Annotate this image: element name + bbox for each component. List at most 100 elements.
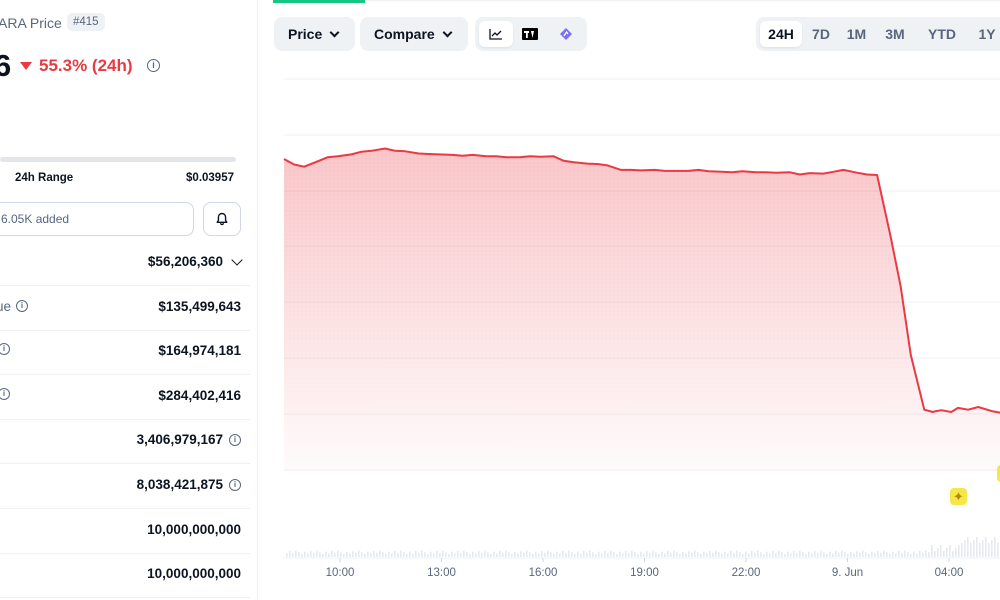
volume-bar: [973, 540, 975, 557]
volume-bar: [586, 552, 588, 557]
volume-bar: [730, 551, 732, 557]
stat-row: 8,038,421,875 i: [0, 464, 250, 509]
stat-value-text: $164,974,181: [158, 343, 241, 359]
volume-bar: [850, 551, 852, 557]
volume-bar: [814, 551, 816, 557]
volume-bar: [307, 553, 309, 557]
info-icon[interactable]: i: [147, 59, 160, 72]
volume-bar: [808, 551, 810, 557]
tradingview-button[interactable]: [515, 21, 545, 47]
stat-row[interactable]: $56,206,360: [0, 241, 250, 286]
volume-bar: [604, 551, 606, 557]
stat-value-text: $284,402,416: [158, 387, 241, 403]
event-marker[interactable]: [997, 465, 1000, 482]
volume-bar: [631, 550, 633, 557]
price-chart[interactable]: 10:00 13:00 16:00 19:00 22:00 9. Jun 04:00: [259, 0, 1000, 600]
volume-bar: [739, 552, 741, 557]
volume-bar: [628, 552, 630, 557]
info-icon[interactable]: i: [229, 433, 241, 446]
volume-bar: [457, 551, 459, 557]
volume-bar: [715, 550, 717, 557]
volume-bar: [373, 551, 375, 557]
price-dropdown[interactable]: Price: [274, 17, 355, 51]
volume-bar: [349, 553, 351, 557]
volume-bar: [889, 554, 891, 557]
volume-bar: [538, 553, 540, 557]
volume-bar: [940, 545, 942, 557]
candlestick-logo-icon: [560, 28, 572, 40]
range-button-24h[interactable]: 24H: [760, 21, 802, 47]
volume-bar: [454, 553, 456, 557]
x-tick-label: 16:00: [529, 567, 558, 579]
watchlist-added-count: 6.05K added: [1, 212, 70, 226]
volume-bar: [736, 550, 738, 557]
volume-bar: [913, 551, 915, 557]
price-line: [283, 147, 1000, 414]
volume-bar: [520, 551, 522, 557]
watchlist-button[interactable]: 6.05K added: [0, 202, 194, 236]
range-button-7d[interactable]: 7D: [812, 26, 830, 42]
volume-bar: [697, 552, 699, 557]
volume-bar: [958, 545, 960, 557]
volume-bar: [862, 550, 864, 557]
volume-bar: [322, 554, 324, 557]
event-sparkle-icon[interactable]: ✦: [950, 488, 967, 505]
info-icon[interactable]: i: [0, 387, 10, 400]
volume-bar: [970, 543, 972, 557]
volume-bar: [787, 551, 789, 557]
stat-row: i $164,974,181: [0, 330, 250, 376]
volume-bar: [304, 551, 306, 557]
volume-bar: [904, 550, 906, 557]
volume-bar: [436, 551, 438, 557]
volume-bar: [748, 553, 750, 557]
volume-bar: [616, 554, 618, 557]
time-range-selector: 24H 7D 1M 3M YTD 1Y: [756, 17, 1000, 51]
volume-bar: [337, 550, 339, 557]
volume-bar: [439, 552, 441, 557]
volume-bar: [826, 554, 828, 557]
volume-bar: [901, 552, 903, 557]
compare-dropdown[interactable]: Compare: [360, 17, 468, 51]
volume-bar: [754, 552, 756, 557]
chevron-down-icon[interactable]: [231, 253, 243, 266]
volume-bar: [997, 543, 999, 557]
volume-bar: [550, 552, 552, 557]
volume-bar: [961, 543, 963, 557]
volume-bar: [727, 553, 729, 557]
volume-bar: [661, 551, 663, 557]
range-button-1y[interactable]: 1Y: [978, 26, 996, 42]
volume-bar: [655, 552, 657, 557]
volume-bar: [799, 550, 801, 557]
stat-row: i $284,402,416: [0, 375, 250, 420]
range-button-ytd[interactable]: YTD: [928, 26, 956, 42]
stat-value-text: 3,406,979,167: [136, 432, 223, 448]
volume-bar: [895, 553, 897, 557]
coin-stats-panel: ARA Price #415 6 55.3% (24h) i 24h Range…: [0, 0, 258, 600]
volume-bar: [718, 552, 720, 557]
volume-bar: [766, 551, 768, 557]
line-chart-button[interactable]: [479, 21, 513, 47]
volume-bar: [391, 553, 393, 557]
volume-bar: [622, 553, 624, 557]
info-icon[interactable]: i: [0, 343, 10, 356]
volume-bar: [595, 554, 597, 557]
volume-bar: [370, 553, 372, 557]
price-alert-button[interactable]: [203, 202, 241, 236]
volume-bar: [832, 553, 834, 557]
volume-bar: [844, 552, 846, 557]
volume-bar: [613, 552, 615, 557]
candlestick-button[interactable]: [551, 21, 581, 47]
stat-label: uei: [0, 299, 29, 314]
info-icon[interactable]: i: [16, 300, 29, 313]
info-icon[interactable]: i: [229, 478, 241, 491]
x-tick-label: 10:00: [326, 567, 355, 579]
range-button-3m[interactable]: 3M: [885, 26, 905, 42]
volume-bar: [838, 552, 840, 557]
volume-bar: [763, 554, 765, 557]
range-high-value: $0.03957: [186, 172, 234, 184]
price-area-texture: [284, 148, 1000, 471]
rank-badge: #415: [67, 13, 105, 31]
range-button-1m[interactable]: 1M: [846, 26, 867, 42]
volume-bar: [955, 548, 957, 557]
x-tick-label: 04:00: [935, 567, 964, 579]
